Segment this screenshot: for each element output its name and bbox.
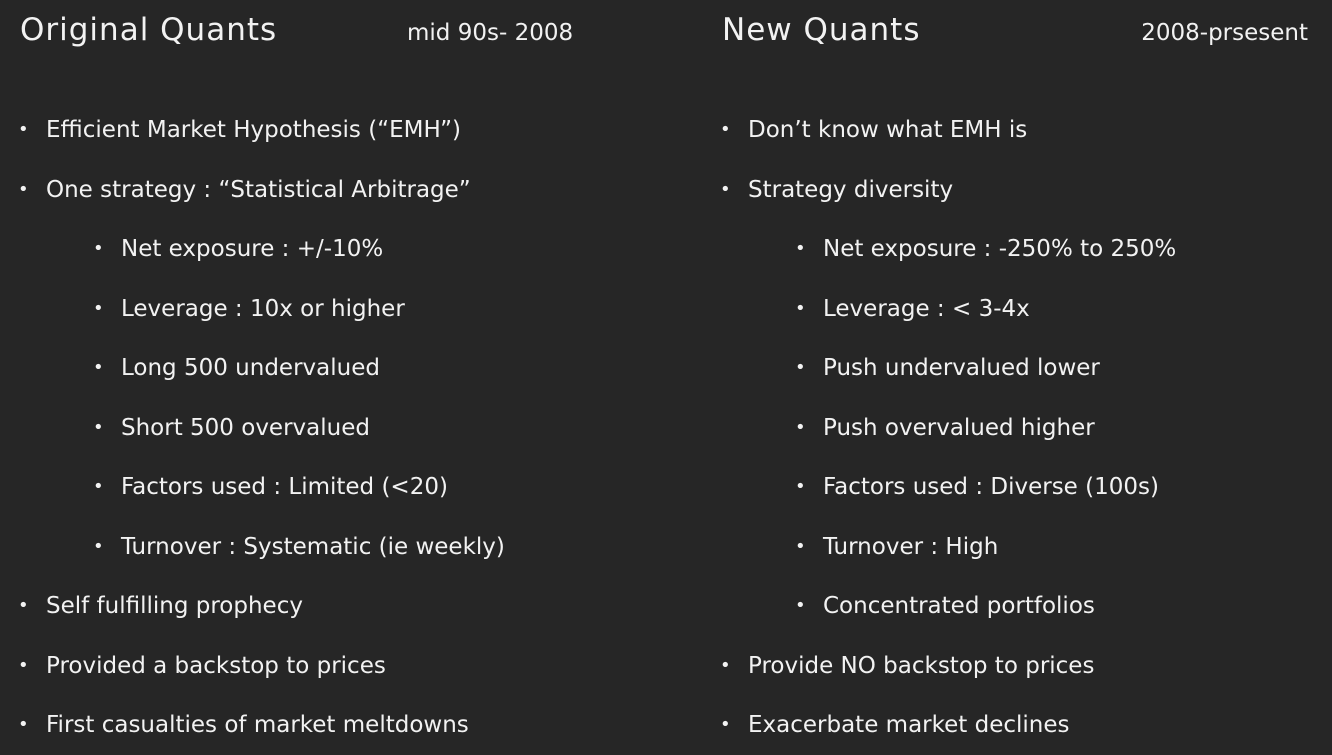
list-item-text: Net exposure : +/-10% <box>121 236 384 262</box>
list-item-text: Efficient Market Hypothesis (“EMH”) <box>46 117 461 143</box>
list-item-text: Exacerbate market declines <box>748 712 1070 738</box>
bullet-icon: • <box>93 476 104 497</box>
original-quants-column: Original Quants mid 90s- 2008 • Efficient… <box>0 0 640 755</box>
list-item-text: Leverage : < 3-4x <box>823 296 1030 322</box>
list-item: • Net exposure : -250% to 250% <box>795 229 1176 269</box>
list-item: • Don’t know what EMH is <box>720 110 1027 150</box>
bullet-icon: • <box>93 357 104 378</box>
bullet-icon: • <box>720 179 731 200</box>
list-item-text: First casualties of market meltdowns <box>46 712 469 738</box>
bullet-icon: • <box>18 119 29 140</box>
bullet-icon: • <box>720 714 731 735</box>
list-item-text: Leverage : 10x or higher <box>121 296 405 322</box>
list-item-text: Provided a backstop to prices <box>46 653 386 679</box>
list-item-text: Long 500 undervalued <box>121 355 380 381</box>
list-item-text: Push overvalued higher <box>823 415 1095 441</box>
list-item: • Net exposure : +/-10% <box>93 229 383 269</box>
list-item: • Turnover : Systematic (ie weekly) <box>93 527 505 567</box>
list-item-text: Short 500 overvalued <box>121 415 370 441</box>
list-item-text: Don’t know what EMH is <box>748 117 1028 143</box>
list-item-text: Turnover : High <box>823 534 999 560</box>
list-item: • Exacerbate market declines <box>720 705 1069 745</box>
list-item: • Provided a backstop to prices <box>18 646 386 686</box>
bullet-icon: • <box>795 238 806 259</box>
list-item: • Efficient Market Hypothesis (“EMH”) <box>18 110 461 150</box>
list-item-text: Net exposure : -250% to 250% <box>823 236 1177 262</box>
bullet-icon: • <box>795 357 806 378</box>
list-item: • Factors used : Limited (<20) <box>93 467 448 507</box>
bullet-icon: • <box>93 536 104 557</box>
original-quants-period: mid 90s- 2008 <box>407 20 574 46</box>
bullet-icon: • <box>720 655 731 676</box>
bullet-icon: • <box>795 476 806 497</box>
new-quants-period: 2008-prsesent <box>1141 20 1308 46</box>
list-item: • First casualties of market meltdowns <box>18 705 469 745</box>
list-item: • Leverage : < 3-4x <box>795 289 1030 329</box>
new-quants-column: New Quants 2008-prsesent • Don’t know wha… <box>700 0 1332 755</box>
list-item-text: Provide NO backstop to prices <box>748 653 1095 679</box>
bullet-icon: • <box>720 119 731 140</box>
list-item: • Turnover : High <box>795 527 998 567</box>
list-item-text: Factors used : Limited (<20) <box>121 474 448 500</box>
bullet-icon: • <box>795 298 806 319</box>
new-quants-title: New Quants <box>722 12 921 48</box>
bullet-icon: • <box>93 417 104 438</box>
bullet-icon: • <box>18 714 29 735</box>
list-item: • Strategy diversity <box>720 170 953 210</box>
bullet-icon: • <box>795 595 806 616</box>
bullet-icon: • <box>18 595 29 616</box>
list-item-text: Self fulfilling prophecy <box>46 593 303 619</box>
list-item-text: One strategy : “Statistical Arbitrage” <box>46 177 471 203</box>
list-item: • Leverage : 10x or higher <box>93 289 405 329</box>
list-item-text: Concentrated portfolios <box>823 593 1095 619</box>
bullet-icon: • <box>93 238 104 259</box>
bullet-icon: • <box>795 417 806 438</box>
list-item: • Short 500 overvalued <box>93 408 370 448</box>
bullet-icon: • <box>18 179 29 200</box>
list-item: • Factors used : Diverse (100s) <box>795 467 1159 507</box>
list-item-text: Turnover : Systematic (ie weekly) <box>121 534 505 560</box>
bullet-icon: • <box>93 298 104 319</box>
bullet-icon: • <box>795 536 806 557</box>
list-item: • Self fulfilling prophecy <box>18 586 303 626</box>
list-item: • Provide NO backstop to prices <box>720 646 1094 686</box>
original-quants-title: Original Quants <box>20 12 278 48</box>
list-item: • Concentrated portfolios <box>795 586 1095 626</box>
list-item-text: Push undervalued lower <box>823 355 1100 381</box>
bullet-icon: • <box>18 655 29 676</box>
list-item: • Long 500 undervalued <box>93 348 380 388</box>
list-item: • Push overvalued higher <box>795 408 1095 448</box>
list-item: • Push undervalued lower <box>795 348 1100 388</box>
list-item-text: Strategy diversity <box>748 177 954 203</box>
list-item-text: Factors used : Diverse (100s) <box>823 474 1159 500</box>
list-item: • One strategy : “Statistical Arbitrage” <box>18 170 471 210</box>
